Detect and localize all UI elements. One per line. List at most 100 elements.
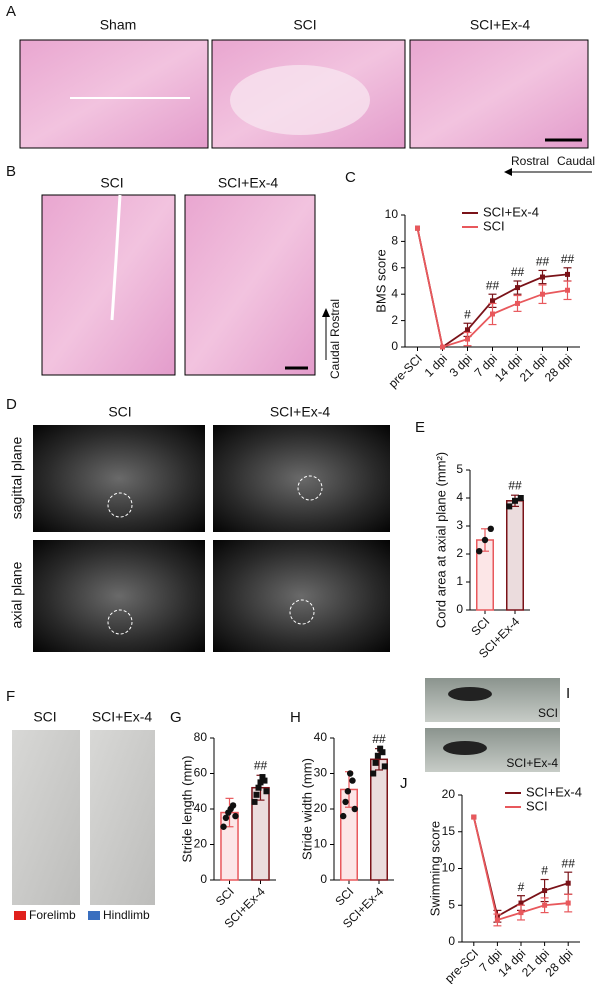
legend-swatch xyxy=(14,911,26,920)
x-tick-label: 1 dpi xyxy=(422,351,450,379)
footprint-image xyxy=(12,730,80,905)
data-point xyxy=(381,763,388,770)
panel-label: J xyxy=(400,775,408,792)
point xyxy=(515,300,520,306)
x-tick-label: SCI xyxy=(332,884,356,908)
roi-circle xyxy=(289,599,315,625)
y-tick-label: 2 xyxy=(456,546,463,560)
image-label: SCI+Ex-4 xyxy=(506,756,558,770)
legend-label: SCI+Ex-4 xyxy=(526,784,582,799)
data-point xyxy=(379,749,386,756)
image-title: SCI+Ex-4 xyxy=(218,175,279,191)
x-tick-label: SCI xyxy=(468,614,492,638)
y-tick-label: 80 xyxy=(194,730,208,744)
x-tick-label: pre-SCI xyxy=(442,946,481,984)
image-title: SCI+Ex-4 xyxy=(270,404,331,420)
y-tick-label: 20 xyxy=(442,787,456,801)
data-point xyxy=(251,798,258,805)
y-tick-label: 0 xyxy=(200,872,207,886)
y-tick-label: 5 xyxy=(448,897,455,911)
point xyxy=(440,344,445,350)
data-point xyxy=(253,791,260,798)
panel-label: D xyxy=(6,396,17,413)
y-tick-label: 3 xyxy=(456,518,463,532)
data-point xyxy=(342,798,349,806)
data-point xyxy=(512,497,518,504)
x-tick-label: 28 dpi xyxy=(543,946,576,979)
mri-image xyxy=(33,540,205,652)
data-point xyxy=(372,759,379,766)
y-tick-label: 40 xyxy=(314,730,328,744)
panel-label: G xyxy=(170,709,182,726)
point xyxy=(494,917,500,923)
mri-image xyxy=(213,425,390,532)
point xyxy=(565,880,571,886)
y-tick-label: 60 xyxy=(194,766,208,780)
data-point xyxy=(476,548,483,555)
point xyxy=(415,225,420,231)
data-point xyxy=(261,777,268,784)
x-tick-label: SCI xyxy=(213,884,237,908)
image-label: SCI xyxy=(538,706,558,720)
significance: ## xyxy=(511,265,525,279)
point xyxy=(515,285,520,291)
point xyxy=(565,900,571,906)
data-point xyxy=(349,777,356,784)
image-title: Sham xyxy=(100,17,137,33)
y-tick-label: 8 xyxy=(391,234,398,248)
legend-label: SCI xyxy=(526,798,548,813)
x-tick-label: 3 dpi xyxy=(447,351,475,379)
point xyxy=(465,327,470,333)
y-axis-label: BMS score xyxy=(373,249,388,313)
data-point xyxy=(346,770,354,777)
point xyxy=(565,271,570,277)
panel-label: F xyxy=(6,688,15,705)
data-point xyxy=(259,774,266,781)
he-image xyxy=(409,39,589,149)
y-tick-label: 10 xyxy=(442,861,456,875)
y-tick-label: 20 xyxy=(314,801,328,815)
y-axis-label: Stride width (mm) xyxy=(299,758,314,860)
direction-label: Rostral xyxy=(328,299,342,337)
legend-label: Forelimb xyxy=(29,908,76,922)
y-tick-label: 0 xyxy=(456,602,463,616)
image-title: SCI xyxy=(33,709,56,725)
point xyxy=(542,902,548,908)
panel-label: H xyxy=(290,709,301,726)
point xyxy=(465,336,470,342)
data-point xyxy=(351,805,358,813)
data-point xyxy=(517,495,524,501)
image-detail xyxy=(443,741,487,755)
he-image xyxy=(184,194,316,376)
arrowhead xyxy=(322,308,330,317)
bar xyxy=(370,758,388,881)
y-axis-label: Stride length (mm) xyxy=(179,756,194,863)
roi-circle xyxy=(107,492,133,518)
point xyxy=(490,298,495,304)
y-tick-label: 0 xyxy=(320,872,327,886)
mri-image xyxy=(213,540,390,652)
data-point xyxy=(487,525,494,532)
panel-label: C xyxy=(345,169,356,186)
direction-label: Rostral xyxy=(511,154,549,168)
data-point xyxy=(374,752,381,759)
data-point xyxy=(377,745,384,752)
point xyxy=(518,900,524,906)
direction-label: Caudal xyxy=(328,341,342,379)
panel-label: B xyxy=(6,163,16,180)
point xyxy=(540,274,545,280)
data-point xyxy=(257,779,264,786)
significance: # xyxy=(518,880,525,894)
image-title: SCI xyxy=(108,404,131,420)
significance: ## xyxy=(562,856,576,870)
roi-circle xyxy=(107,609,133,635)
y-tick-label: 10 xyxy=(314,837,328,851)
image-detail xyxy=(110,194,122,321)
image-detail xyxy=(448,687,492,701)
y-tick-label: 0 xyxy=(391,339,398,353)
point xyxy=(471,814,477,820)
plane-label: sagittal plane xyxy=(9,437,25,520)
y-tick-label: 15 xyxy=(442,824,456,838)
